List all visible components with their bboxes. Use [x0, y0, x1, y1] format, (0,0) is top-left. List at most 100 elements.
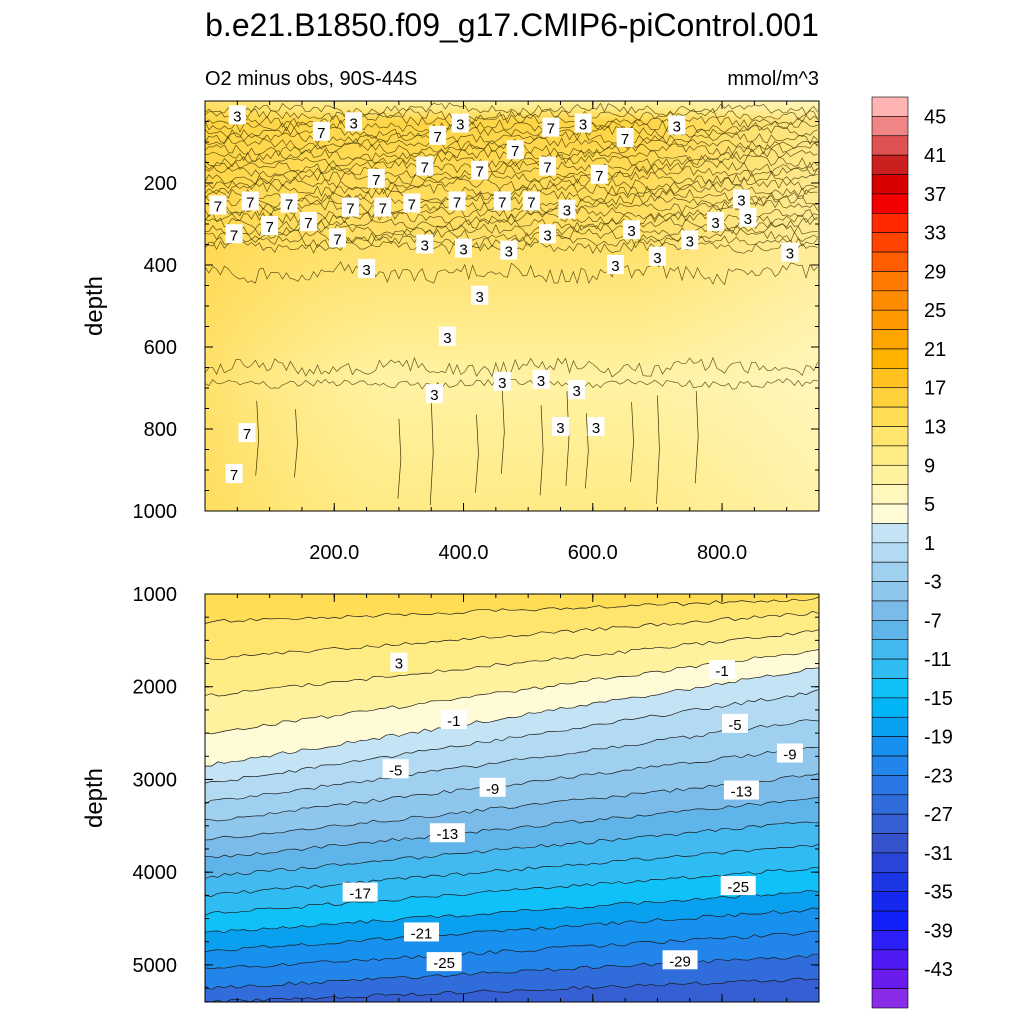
colorbar-label: 13: [924, 417, 946, 439]
contour-label: 7: [416, 156, 434, 177]
colorbar-swatch: [871, 988, 909, 1009]
contour-line: [205, 234, 818, 249]
lower-contour-bands: [205, 594, 819, 1002]
chart-units-label: mmol/m^3: [727, 68, 819, 90]
colorbar-swatch: [871, 309, 909, 330]
colorbar-swatch: [871, 96, 909, 117]
contour-label-box: [238, 423, 256, 443]
upper-axes: 200 400 600 800 1000 200.0 400.0 600.0 800.0: [133, 100, 819, 564]
colorbar-swatch: [871, 775, 909, 796]
contour-label-box: [623, 220, 641, 240]
x-tick-label: 800.0: [697, 542, 747, 564]
contour-line: [205, 165, 819, 179]
contour-label-text: 7: [434, 129, 442, 146]
contour-line: [205, 124, 818, 140]
contour-label-text: 3: [673, 119, 681, 136]
contour-label-text: 3: [476, 289, 484, 306]
contour-label-text: -13: [437, 826, 459, 843]
colorbar-label: 5: [924, 494, 935, 516]
contour-label-text: 7: [346, 201, 354, 218]
contour-label-box: [345, 112, 363, 132]
contour-label-box: [662, 950, 698, 970]
contour-label: 7: [341, 197, 359, 218]
contour-label: -9: [776, 743, 803, 763]
contour-line: [565, 391, 570, 486]
contour-label-text: 3: [579, 117, 587, 134]
contour-line: [205, 261, 818, 286]
contour-label: -13: [429, 823, 465, 843]
contour-label-box: [648, 246, 666, 266]
colorbar-swatch: [871, 484, 909, 505]
contour-label: 3: [707, 211, 725, 232]
contour-line: [205, 114, 818, 128]
contour-label: 3: [390, 652, 408, 673]
contour-line: [205, 119, 818, 134]
contour-line: [656, 395, 660, 504]
colorbar-label: -3: [924, 572, 942, 594]
y-tick-label: 600: [144, 337, 177, 359]
contour-label: 7: [328, 228, 346, 248]
contour-label-box: [558, 199, 576, 219]
contour-label-text: 3: [498, 375, 506, 392]
contour-label: 3: [471, 285, 489, 306]
colorbar-swatch: [871, 755, 909, 776]
contour-label-text: 3: [459, 242, 467, 259]
contour-label-text: 3: [362, 262, 370, 279]
colorbar-swatch: [871, 678, 909, 699]
contour-label-box: [416, 234, 434, 254]
contour-label-text: -13: [731, 784, 753, 801]
contour-label-text: 3: [744, 211, 752, 228]
contour-label-box: [261, 216, 279, 236]
colorbar-label: 45: [924, 106, 946, 128]
contour-label-text: 7: [317, 125, 325, 142]
colorbar-swatch: [871, 426, 909, 447]
colorbar-swatch: [871, 872, 909, 893]
colorbar-swatch: [871, 930, 909, 951]
contour-label: 7: [367, 168, 385, 189]
contour-label-box: [616, 127, 634, 147]
colorbar-swatch: [871, 290, 909, 311]
upper-ylabel: depth: [81, 276, 108, 336]
colorbar-swatch: [871, 445, 909, 466]
contour-label: 3: [539, 224, 557, 244]
contour-label: 3: [358, 259, 376, 279]
contour-label-box: [228, 105, 246, 125]
contour-line: [205, 171, 818, 185]
colorbar-swatch: [871, 639, 909, 660]
colorbar-label: -23: [924, 765, 953, 787]
contour-label: 7: [616, 127, 634, 148]
y-tick-label: 5000: [133, 955, 178, 977]
contour-line: [294, 409, 298, 478]
contour-label-box: [479, 777, 506, 797]
contour-label-text: 3: [543, 227, 551, 244]
contour-label-text: 7: [304, 215, 312, 232]
contour-label-box: [493, 371, 511, 391]
contour-label-text: 7: [498, 194, 506, 211]
lower-panel-frame: [204, 593, 820, 1003]
contour-label-text: 3: [686, 233, 694, 250]
colorbar-swatch: [871, 329, 909, 350]
contour-label-text: 7: [285, 197, 293, 214]
contour-label-box: [280, 193, 298, 213]
contour-label-text: 7: [265, 219, 273, 236]
contour-label-box: [739, 207, 757, 227]
contour-label: 3: [455, 238, 473, 259]
contour-label-box: [471, 160, 489, 180]
contour-line: [630, 402, 634, 482]
contour-label: 3: [648, 246, 666, 267]
contour-label: -17: [342, 882, 378, 903]
colorbar-label: 1: [924, 533, 935, 555]
y-tick-label: 1000: [133, 584, 178, 606]
colorbar-swatch: [871, 174, 909, 195]
contour-label: 3: [551, 416, 569, 437]
colorbar-label: 21: [924, 339, 946, 361]
chart-title: b.e21.B1850.f09_g17.CMIP6-piControl.001: [205, 7, 819, 43]
colorbar-label: -31: [924, 843, 953, 865]
contour-label: 3: [532, 369, 550, 390]
colorbar-label: -15: [924, 688, 953, 710]
y-tick-label: 3000: [133, 769, 178, 791]
contour-label-box: [429, 823, 465, 843]
